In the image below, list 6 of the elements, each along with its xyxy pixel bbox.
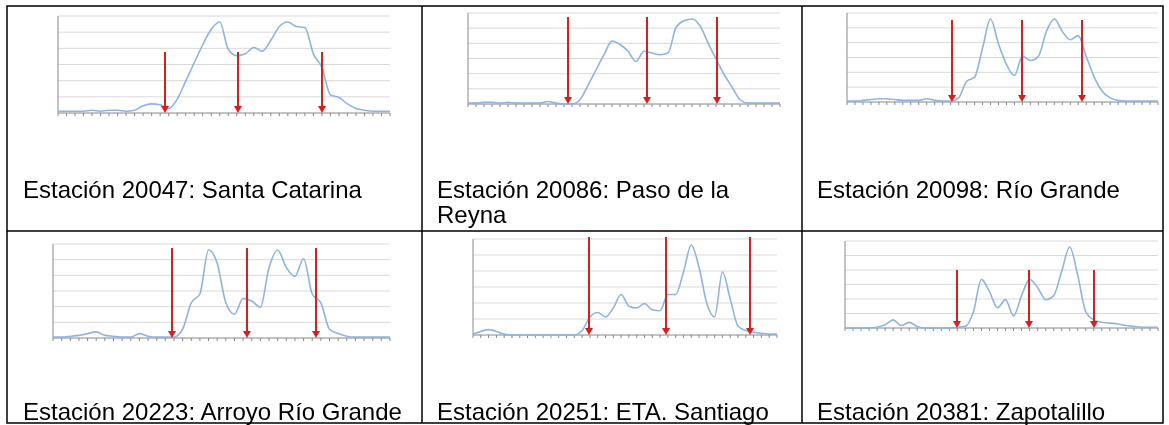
text: Estación 20381: Zapotalillo bbox=[817, 398, 1106, 425]
text: Estación 20223: Arroyo Río Grande bbox=[23, 398, 402, 425]
text: Estación 20047: Santa Catarina bbox=[23, 176, 363, 203]
text: Estación 20086: Paso de la Reyna bbox=[437, 176, 730, 228]
text: Estación 20098: Río Grande bbox=[817, 176, 1120, 203]
text: Estación 20251: ETA. Santiago bbox=[437, 398, 769, 425]
